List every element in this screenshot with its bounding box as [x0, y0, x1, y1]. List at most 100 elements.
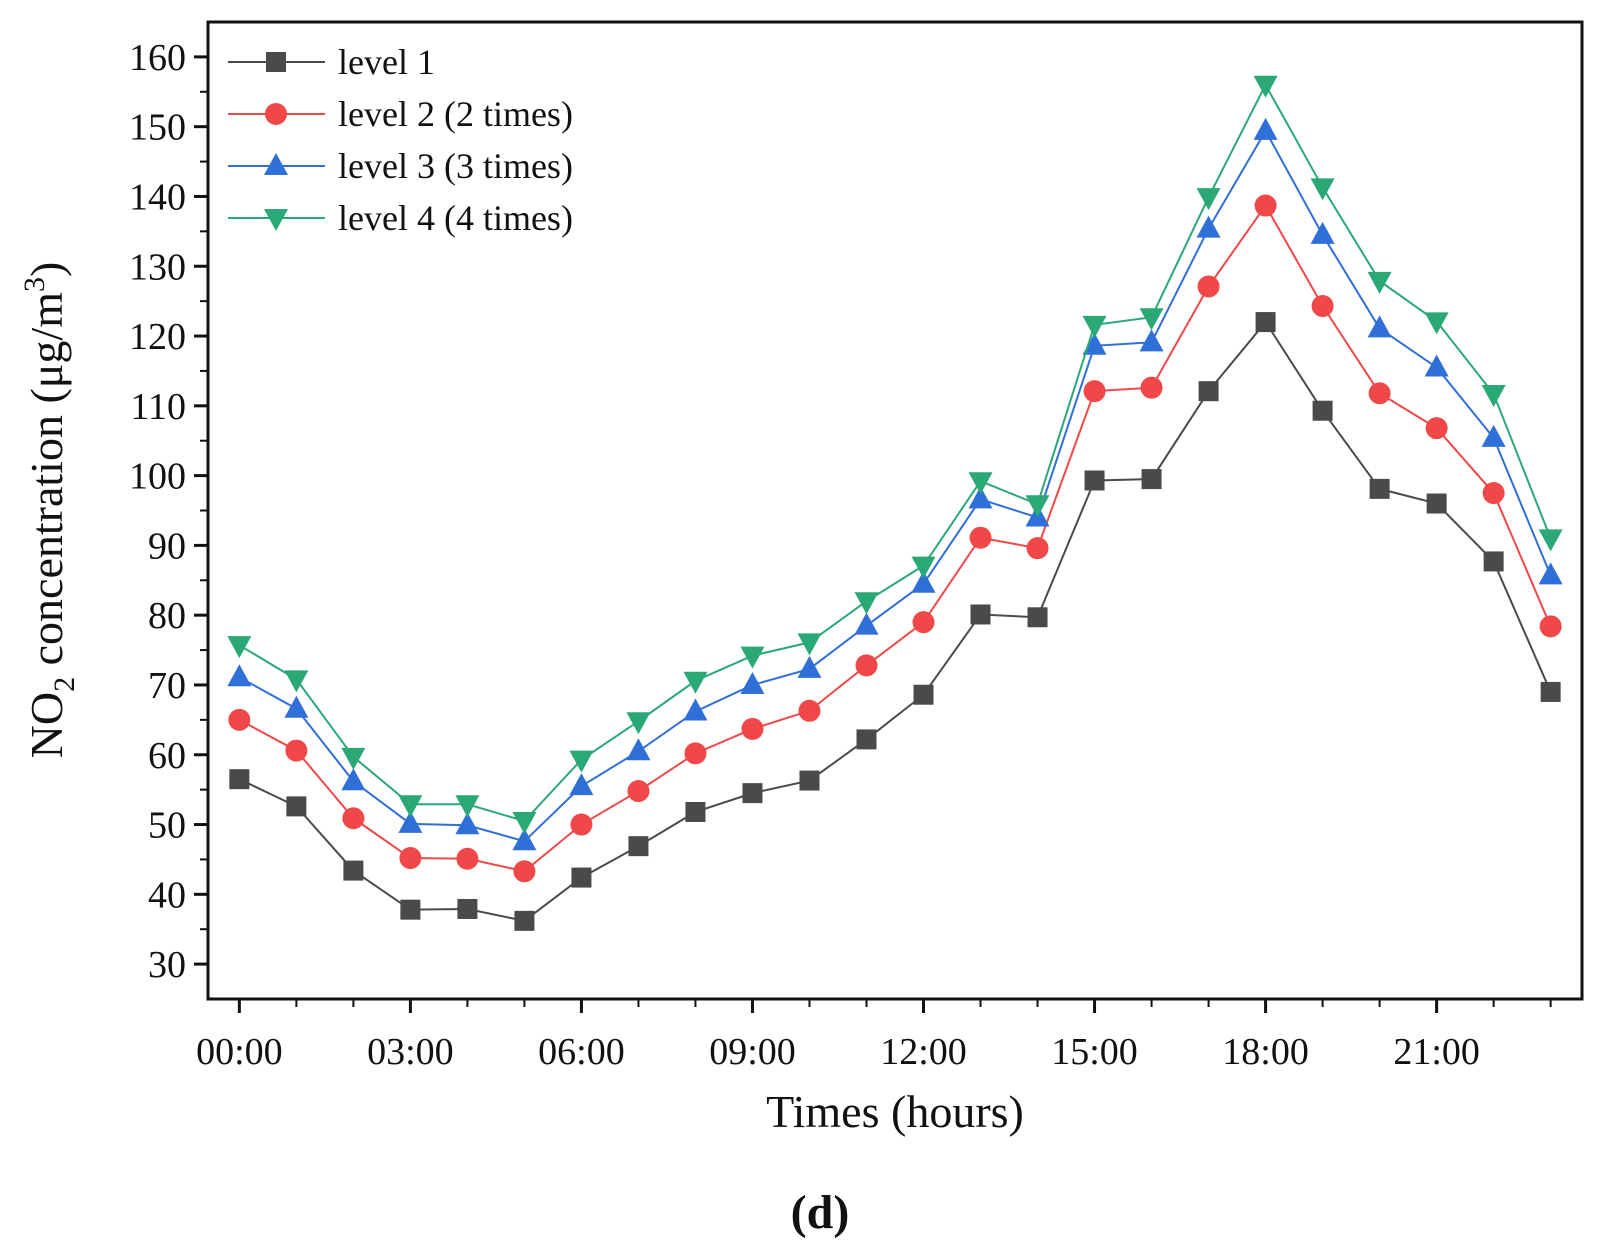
data-point: [1481, 424, 1506, 447]
data-point: [514, 910, 535, 931]
data-point: [400, 899, 421, 920]
y-tick-label: 140: [129, 176, 186, 218]
data-point: [740, 671, 765, 694]
data-point: [284, 695, 309, 718]
data-point: [455, 795, 480, 818]
y-axis-title-suffix: ): [21, 262, 72, 277]
x-tick-label: 15:00: [1051, 1031, 1138, 1073]
data-point: [1027, 607, 1048, 628]
data-point: [854, 592, 879, 615]
y-axis-title-prefix: NO: [21, 692, 72, 758]
y-tick-label: 160: [129, 37, 186, 79]
data-point: [798, 699, 821, 722]
data-point: [343, 860, 364, 881]
data-point: [1538, 529, 1563, 552]
data-point: [740, 646, 765, 669]
data-point: [1141, 469, 1162, 490]
data-point: [685, 801, 706, 822]
data-point: [1196, 215, 1221, 238]
data-point: [227, 636, 252, 659]
legend: level 1 level 2 (2 times) level 3 (3 times…: [228, 42, 573, 238]
data-point: [457, 898, 478, 919]
legend-label: level 4 (4 times): [338, 198, 573, 238]
data-point: [284, 670, 309, 693]
data-point: [399, 847, 422, 870]
data-point: [911, 570, 936, 593]
x-tick-label: 09:00: [709, 1031, 796, 1073]
x-tick-label: 12:00: [880, 1031, 967, 1073]
x-axis-ticks: 00:00 03:00 06:00 09:00 12:00 15:00 18:00 21:00: [196, 999, 1552, 1073]
x-tick-label: 00:00: [196, 1031, 283, 1073]
data-point: [742, 783, 763, 804]
x-tick-label: 03:00: [367, 1031, 454, 1073]
data-point: [1368, 382, 1391, 405]
data-point: [799, 770, 820, 791]
data-point: [1367, 315, 1392, 338]
data-point: [456, 847, 479, 870]
data-point: [1369, 478, 1390, 499]
data-point: [1483, 551, 1504, 572]
data-point: [1253, 117, 1278, 140]
series-2: [228, 194, 1562, 883]
series-3: [227, 117, 1563, 851]
data-point: [569, 750, 594, 773]
y-axis-ticks: 30 40 50 60 70 80 90 100 110 120 130 140 150 160: [129, 37, 208, 986]
data-point: [1540, 681, 1561, 702]
data-point: [1139, 329, 1164, 352]
y-tick-label: 30: [148, 944, 186, 986]
data-point: [1082, 315, 1107, 338]
data-point: [1310, 178, 1335, 201]
data-point: [1255, 312, 1276, 333]
y-tick-label: 100: [129, 456, 186, 498]
data-point: [1311, 295, 1334, 318]
y-tick-label: 50: [148, 805, 186, 847]
data-point: [569, 773, 594, 796]
data-point: [1424, 354, 1449, 377]
data-point: [342, 807, 365, 830]
data-point: [684, 742, 707, 765]
data-point: [1426, 493, 1447, 514]
legend-item: level 3 (3 times): [228, 146, 573, 186]
data-point: [741, 717, 764, 740]
legend-marker: [264, 153, 288, 175]
data-point: [1197, 275, 1220, 298]
data-point: [1310, 221, 1335, 244]
data-point: [911, 556, 936, 579]
data-point: [513, 860, 536, 883]
data-point: [968, 486, 993, 509]
data-point: [970, 604, 991, 625]
data-point: [1025, 495, 1050, 518]
data-point: [1367, 271, 1392, 294]
legend-label: level 3 (3 times): [338, 146, 573, 186]
data-point: [912, 611, 935, 634]
data-point: [854, 612, 879, 635]
data-point: [512, 812, 537, 835]
data-point: [398, 810, 423, 833]
legend-label: level 2 (2 times): [338, 94, 573, 134]
data-point: [683, 671, 708, 694]
y-tick-label: 130: [129, 246, 186, 288]
series-line: [238, 82, 1552, 823]
data-point: [228, 708, 251, 731]
y-tick-label: 120: [129, 316, 186, 358]
data-point: [1425, 417, 1448, 440]
data-point: [229, 769, 250, 790]
data-point: [627, 780, 650, 803]
y-tick-label: 90: [148, 525, 186, 567]
data-point: [1139, 308, 1164, 331]
y-axis-title-subscript: 2: [48, 677, 81, 692]
data-point: [968, 472, 993, 495]
series-line: [238, 203, 1552, 873]
y-tick-label: 110: [130, 386, 186, 428]
data-point: [628, 836, 649, 857]
y-tick-label: 80: [148, 595, 186, 637]
data-point: [1253, 75, 1278, 98]
series-layer: [227, 75, 1563, 931]
data-point: [1539, 615, 1562, 638]
data-point: [571, 867, 592, 888]
y-tick-label: 60: [148, 735, 186, 777]
data-point: [512, 828, 537, 851]
x-tick-label: 18:00: [1222, 1031, 1309, 1073]
y-tick-label: 150: [129, 107, 186, 149]
